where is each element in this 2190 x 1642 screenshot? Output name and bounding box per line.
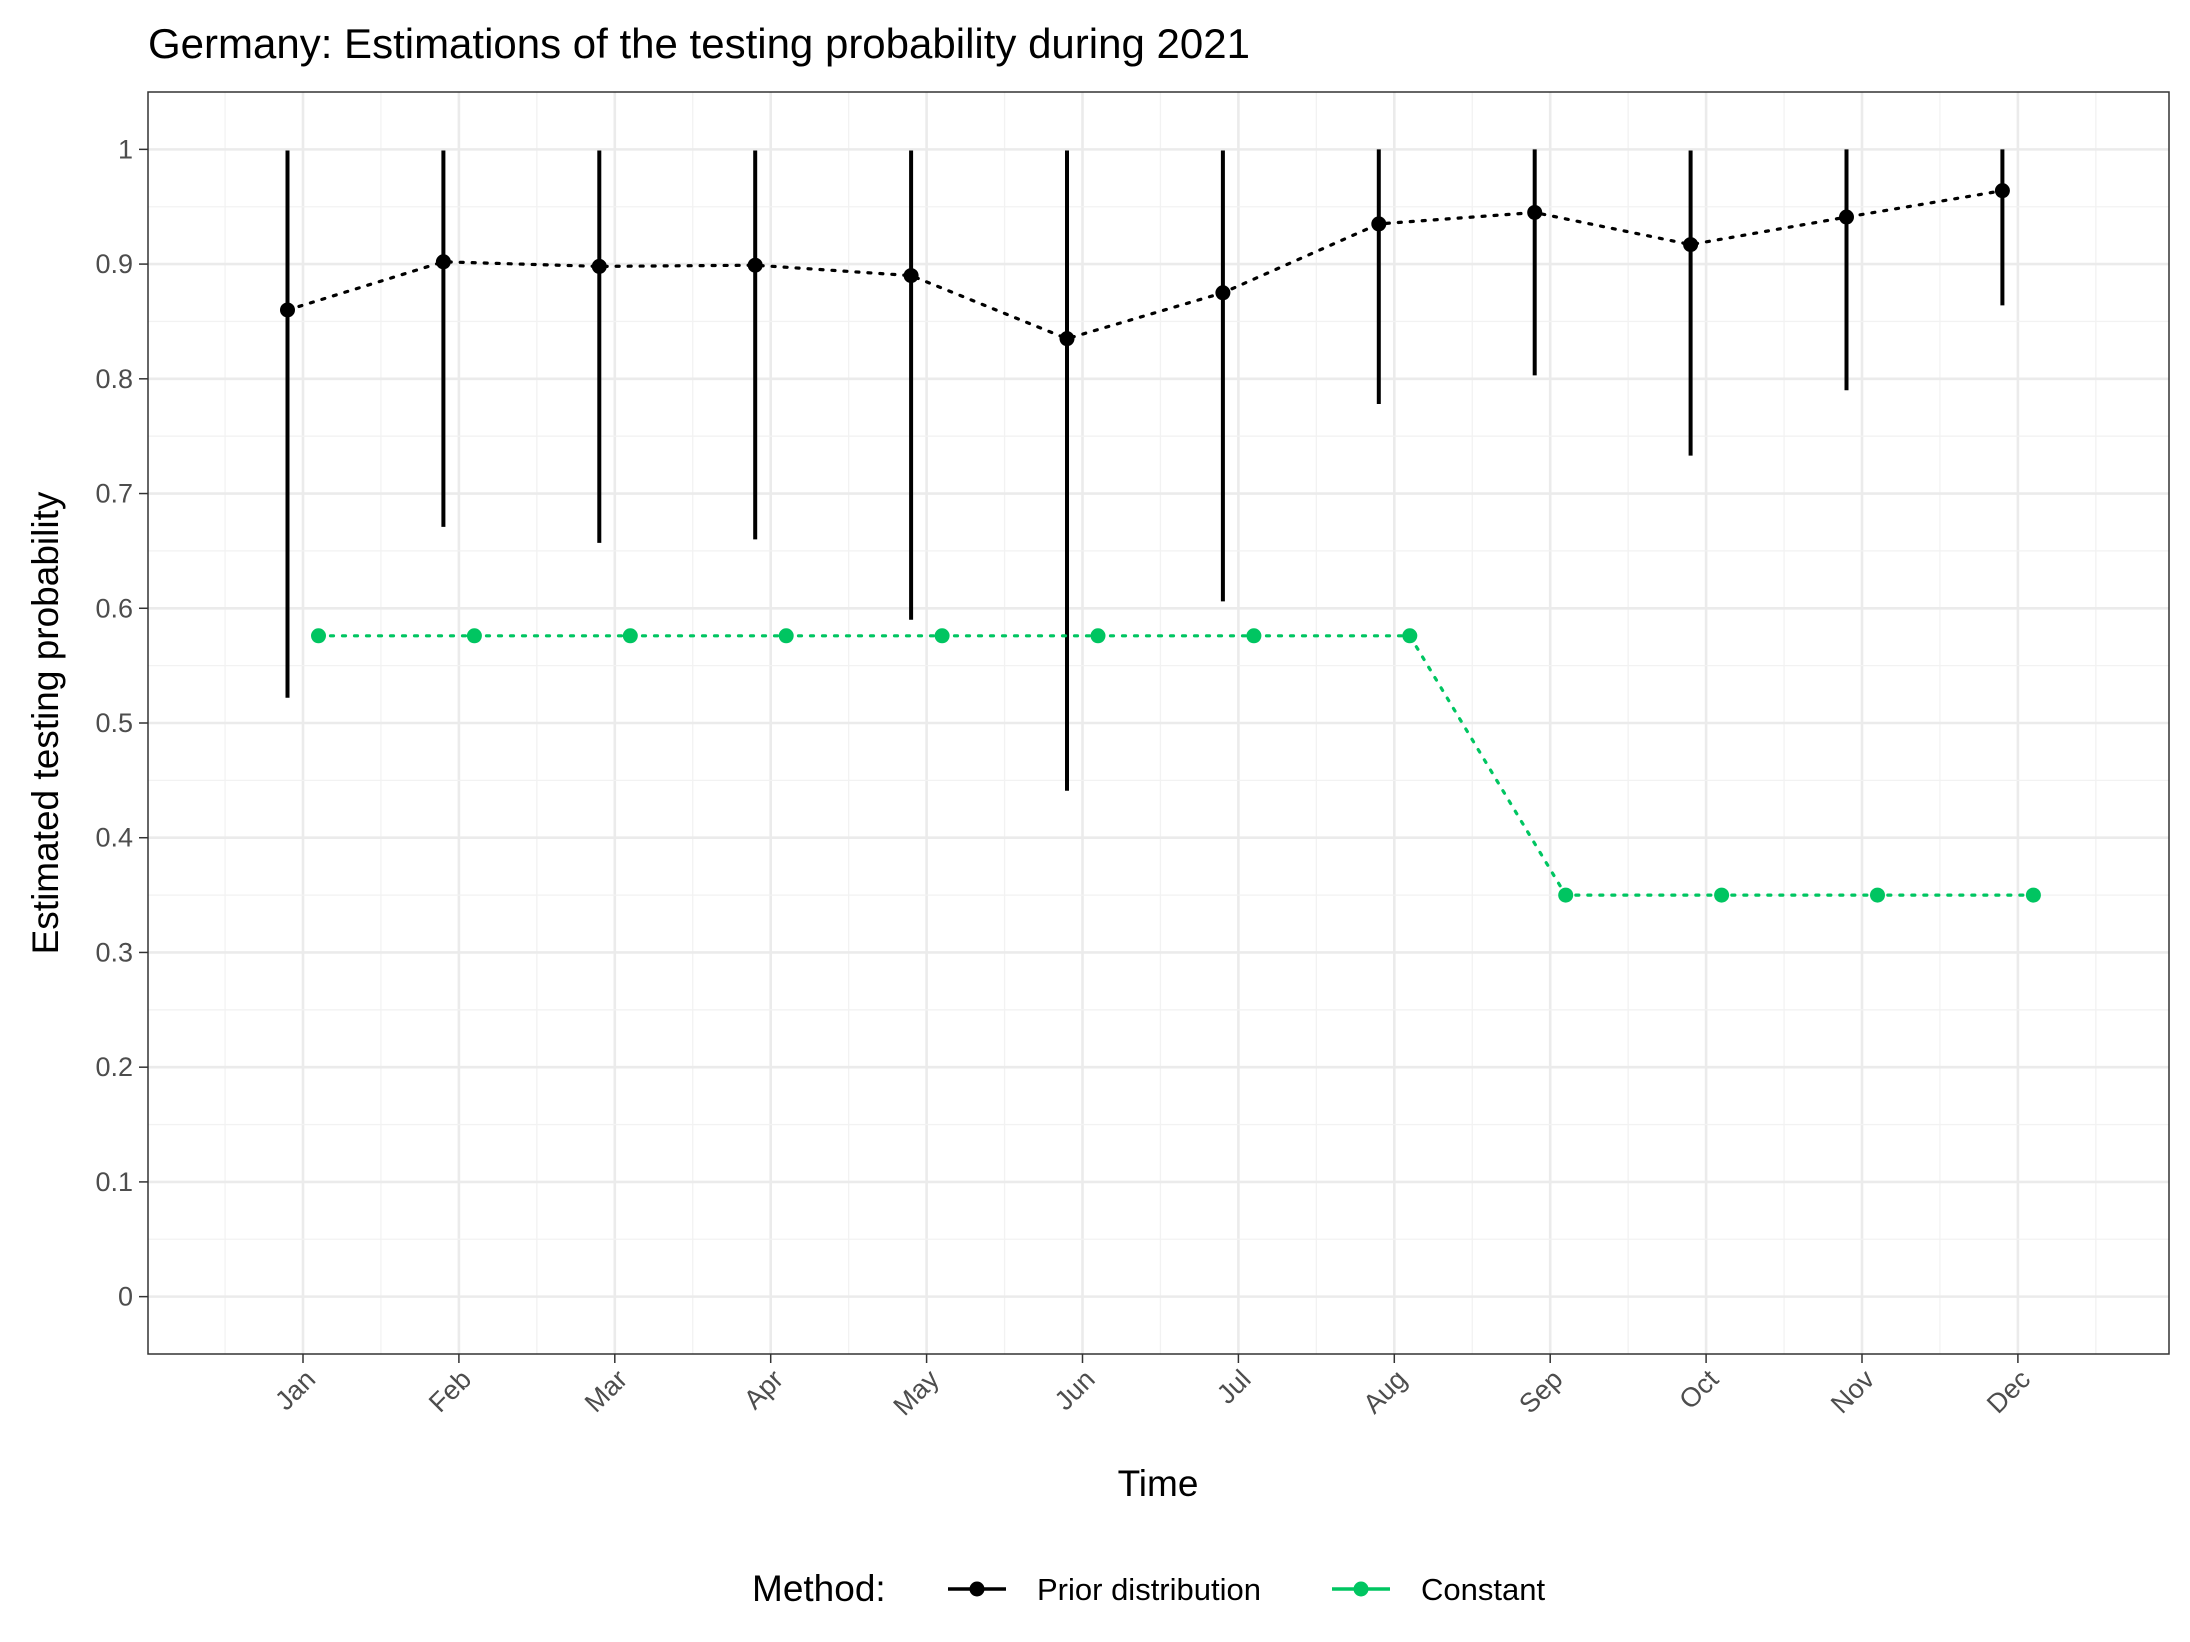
data-point <box>1402 628 1418 644</box>
x-axis-title: Time <box>1118 1463 1199 1504</box>
x-tick-label: Nov <box>1825 1364 1881 1420</box>
data-point <box>2025 887 2041 903</box>
x-tick-label: Feb <box>423 1364 477 1418</box>
y-tick-label: 0.5 <box>95 708 133 738</box>
x-tick-label: Mar <box>579 1364 633 1418</box>
y-tick-label: 0 <box>118 1282 133 1312</box>
series-constant <box>311 628 2041 903</box>
x-tick-label: Oct <box>1673 1364 1724 1415</box>
legend: Method: Prior distribution Constant <box>752 1568 1545 1609</box>
x-tick-label: Dec <box>1981 1364 2036 1419</box>
y-tick-label: 0.8 <box>95 364 133 394</box>
data-point <box>1683 237 1699 253</box>
x-tick-label: Apr <box>738 1364 789 1415</box>
data-point <box>747 257 763 273</box>
series-line <box>316 634 2036 897</box>
data-point <box>934 628 950 644</box>
y-tick-label: 0.2 <box>95 1052 133 1082</box>
data-point <box>591 258 607 274</box>
data-point <box>778 628 794 644</box>
y-tick-label: 0.4 <box>95 823 133 853</box>
data-point <box>280 302 295 318</box>
series-prior-distribution <box>280 149 2010 791</box>
y-tick-label: 0.3 <box>95 937 133 967</box>
y-tick-label: 0.7 <box>95 479 133 509</box>
x-tick-label: Aug <box>1357 1364 1412 1419</box>
x-tick-label: Jan <box>269 1364 321 1416</box>
y-tick-label: 0.1 <box>95 1167 133 1197</box>
y-tick-label: 1 <box>118 134 133 164</box>
data-point <box>903 268 919 284</box>
data-point <box>1994 183 2010 199</box>
data-point <box>1839 209 1854 225</box>
x-tick-label: Jun <box>1049 1364 1101 1416</box>
y-tick-label: 0.6 <box>95 593 133 623</box>
y-axis-title: Estimated testing probability <box>25 491 66 954</box>
data-point <box>1246 628 1262 644</box>
legend-title: Method: <box>752 1568 886 1609</box>
data-point <box>1527 204 1543 220</box>
data-point <box>435 254 451 270</box>
panel-grid <box>148 92 2169 1354</box>
data-point <box>311 628 326 644</box>
data-point <box>466 628 482 644</box>
legend-label: Prior distribution <box>1037 1572 1261 1607</box>
x-tick-label: Jul <box>1211 1364 1257 1410</box>
data-point <box>1059 331 1075 347</box>
data-point <box>1215 285 1231 301</box>
data-point <box>1090 628 1106 644</box>
data-point <box>1870 887 1885 903</box>
x-tick-label: Sep <box>1513 1364 1568 1419</box>
data-point <box>1714 887 1730 903</box>
x-axis: Jan Feb Mar Apr May Jun Jul Aug Sep Oct Nov Dec <box>269 1354 2036 1421</box>
chart-title: Germany: Estimations of the testing prob… <box>148 20 1250 67</box>
legend-key-point <box>1353 1581 1369 1597</box>
legend-key-point <box>969 1581 985 1597</box>
x-tick-label: May <box>888 1364 946 1422</box>
data-point <box>1371 216 1387 232</box>
legend-label: Constant <box>1421 1572 1545 1607</box>
y-axis: 0 0.1 0.2 0.3 0.4 0.5 0.6 0.7 0.8 0.9 1 <box>95 134 148 1312</box>
data-point <box>1558 887 1574 903</box>
data-point <box>622 628 638 644</box>
y-tick-label: 0.9 <box>95 249 133 279</box>
